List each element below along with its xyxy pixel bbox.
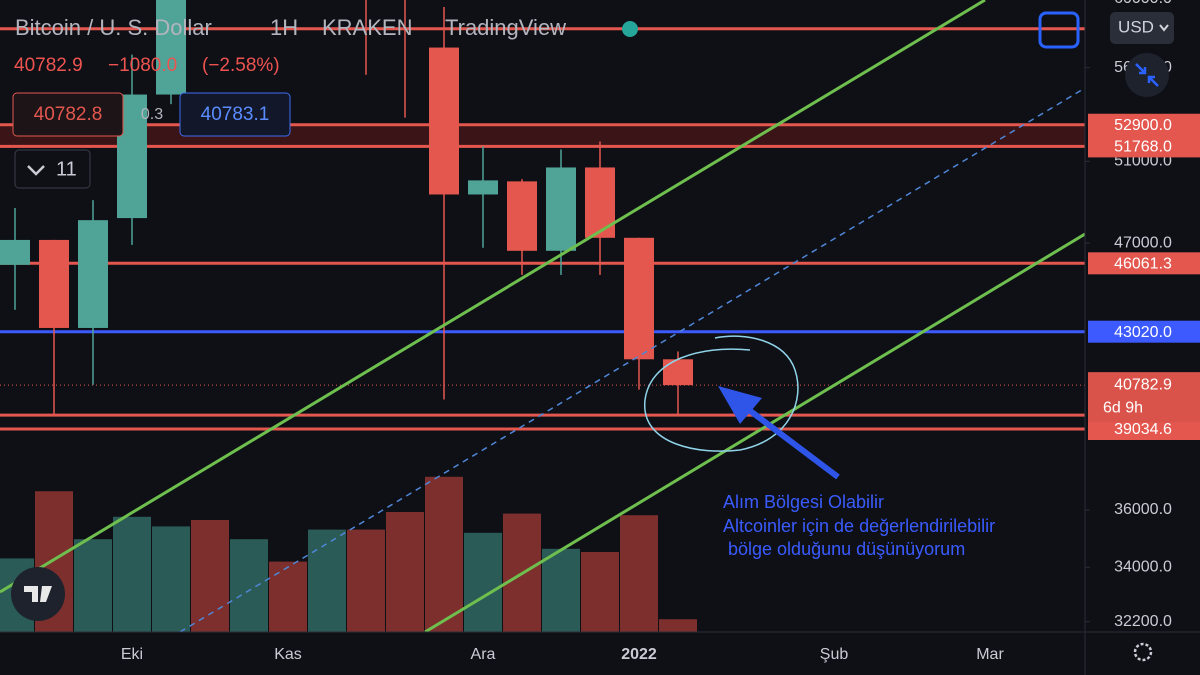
candle-body (156, 0, 186, 95)
volume-bar (425, 476, 463, 632)
last-price-box (1088, 372, 1200, 423)
candle-body (429, 47, 459, 195)
candle-body (663, 359, 693, 386)
spread: 0.3 (141, 106, 163, 123)
market-status (622, 21, 638, 37)
y-tick-label: 32200.0 (1114, 613, 1172, 630)
volume-bar (386, 512, 424, 632)
x-tick-label: Kas (274, 646, 302, 663)
chevron (27, 165, 45, 176)
level-label-box (1088, 135, 1200, 158)
countdown: 6d 9h (1103, 399, 1143, 416)
x-tick-label: Eki (121, 646, 143, 663)
level-label-box (1088, 252, 1200, 275)
currency: USD (1118, 17, 1154, 36)
volume-bar (542, 548, 580, 632)
resistance-zone (0, 126, 1085, 148)
volume-bar (659, 619, 697, 632)
channel-upper (0, 0, 986, 594)
volume-bar (230, 539, 268, 632)
level-label: 52900.0 (1114, 117, 1172, 134)
tv-logo-mark (24, 586, 52, 602)
last: 40782.9 (14, 55, 83, 76)
y-tick-label: 36000.0 (1114, 501, 1172, 518)
candle-body (0, 239, 30, 265)
arrow-shaft (743, 404, 840, 480)
currency-button[interactable] (1110, 12, 1174, 44)
drawings (0, 0, 1085, 632)
level-label-box (1088, 113, 1200, 136)
layout-button[interactable] (1038, 11, 1080, 49)
volume-bar (269, 561, 307, 632)
exchange: KRAKEN (322, 15, 412, 40)
change: −1080.0 (108, 55, 177, 76)
candle-body (78, 220, 108, 328)
volume-bar (308, 529, 346, 632)
buy-button[interactable] (179, 92, 291, 137)
volume-bar (347, 529, 385, 632)
indicator-count: 11 (56, 158, 77, 180)
fullscreen-icon (1135, 63, 1159, 87)
annotation: bölge olduğunu düşünüyorum (723, 539, 965, 559)
interval: 1H (270, 15, 298, 40)
annotation: Altcoinler için de değerlendirilebilir (723, 516, 995, 536)
x-tick-label: Mar (976, 646, 1004, 663)
volume-bar (191, 520, 229, 632)
volume-bar (620, 515, 658, 632)
y-tick-label: 34000.0 (1114, 558, 1172, 575)
level-label: 43020.0 (1114, 324, 1172, 341)
change-pct: (−2.58%) (202, 55, 280, 76)
last-price-label: 40782.9 (1114, 376, 1172, 393)
volume-bar (464, 532, 502, 632)
sell-button[interactable] (12, 92, 124, 137)
candle-body (507, 181, 537, 251)
candle-body (39, 239, 69, 328)
symbol: Bitcoin / U. S. Dollar (15, 15, 212, 40)
y-tick-label: 60000.0 (1114, 0, 1172, 7)
channel-lower (424, 232, 1085, 632)
candle-body (585, 167, 615, 238)
candle-body (624, 237, 654, 360)
volume-bar (581, 552, 619, 632)
level-label-box (1088, 418, 1200, 441)
level-label-box (1088, 320, 1200, 343)
annotation: Alım Bölgesi Olabilir (723, 492, 884, 512)
bid: 40782.8 (34, 104, 103, 125)
candle-body (468, 180, 498, 195)
ask: 40783.1 (201, 104, 270, 125)
x-tick-label: 2022 (621, 646, 657, 663)
volume-pane (0, 476, 697, 632)
volume-bar (74, 539, 112, 632)
volume-bar (152, 526, 190, 632)
chevron (1159, 24, 1169, 32)
volume-bar (113, 516, 151, 632)
settings-button[interactable] (1133, 642, 1153, 662)
indicators-toggle[interactable] (14, 149, 91, 189)
level-label: 51768.0 (1114, 139, 1172, 156)
x-tick-label: Şub (820, 646, 849, 663)
x-tick-label: Ara (471, 646, 496, 663)
level-label: 39034.6 (1114, 421, 1172, 438)
level-label: 46061.3 (1114, 256, 1172, 273)
fullscreen-button[interactable] (1125, 53, 1169, 97)
arrow-head (718, 386, 762, 424)
zone-circle (644, 335, 799, 452)
y-tick-label: 47000.0 (1114, 234, 1172, 251)
candles (0, 0, 693, 415)
brand: TradingView (445, 15, 566, 40)
candle-body (546, 167, 576, 251)
